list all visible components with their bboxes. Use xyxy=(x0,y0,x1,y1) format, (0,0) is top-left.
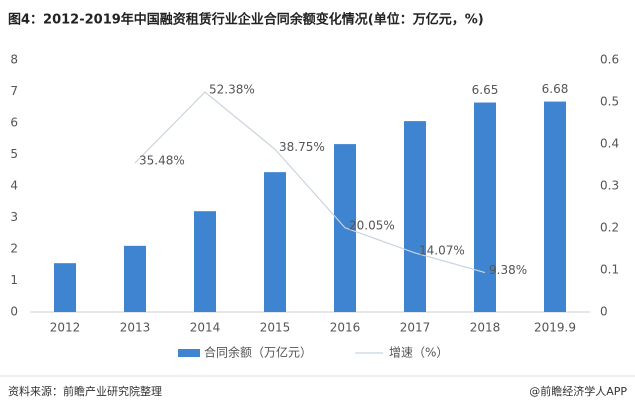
x-tick-label: 2018 xyxy=(470,321,501,335)
line xyxy=(134,91,486,274)
y-tick-label: 1 xyxy=(10,273,18,287)
y-tick-label: 4 xyxy=(10,179,18,193)
bar xyxy=(474,102,496,313)
y-tick-label: 5 xyxy=(10,147,18,161)
source: 资料来源：前瞻产业研究院整理 xyxy=(8,384,162,398)
y-tick-label: 6 xyxy=(10,116,18,130)
data-label: 6.68 xyxy=(542,82,569,96)
y2-tick-label: 0.6 xyxy=(600,53,619,67)
x-tick-label: 2013 xyxy=(120,321,151,335)
y-tick-label: 3 xyxy=(10,210,18,224)
y2-tick-label: 0.4 xyxy=(600,137,619,151)
credit: @前瞻经济学人APP xyxy=(529,384,627,398)
bar xyxy=(124,245,146,312)
x-tick-label: 2015 xyxy=(260,321,291,335)
data-label: 38.75% xyxy=(279,140,325,154)
data-label: 6.65 xyxy=(472,83,499,97)
legend-label: 增速（%） xyxy=(389,346,448,360)
y2-tick-label: 0 xyxy=(600,305,608,319)
x-tick-label: 2012 xyxy=(50,321,81,335)
legend-label: 合同余额（万亿元） xyxy=(204,345,312,360)
bar xyxy=(544,101,566,312)
y2-tick-label: 0.5 xyxy=(600,95,619,109)
bar xyxy=(264,172,286,312)
x-tick-label: 2019.9 xyxy=(534,321,576,335)
legend-swatch xyxy=(178,349,200,357)
y-tick-label: 8 xyxy=(10,53,18,67)
chart-title: 图4：2012-2019年中国融资租赁行业企业合同余额变化情况(单位：万亿元，%… xyxy=(8,12,484,28)
data-label: 20.05% xyxy=(349,218,395,232)
x-tick-label: 2016 xyxy=(330,321,361,335)
bar xyxy=(404,121,426,312)
data-label: 35.48% xyxy=(139,153,185,167)
y-tick-label: 2 xyxy=(10,242,18,256)
y2-tick-label: 0.3 xyxy=(600,179,619,193)
x-tick-label: 2017 xyxy=(400,321,431,335)
x-tick-label: 2014 xyxy=(190,321,221,335)
y-tick-label: 0 xyxy=(10,305,18,319)
data-label: 52.38% xyxy=(209,83,255,97)
bar xyxy=(54,263,76,312)
data-label: 9.38% xyxy=(489,263,527,277)
y2-tick-label: 0.2 xyxy=(600,221,619,235)
bar xyxy=(194,211,216,312)
y2-tick-label: 0.1 xyxy=(600,263,619,277)
y-tick-label: 7 xyxy=(10,84,18,98)
data-label: 14.07% xyxy=(419,243,465,257)
